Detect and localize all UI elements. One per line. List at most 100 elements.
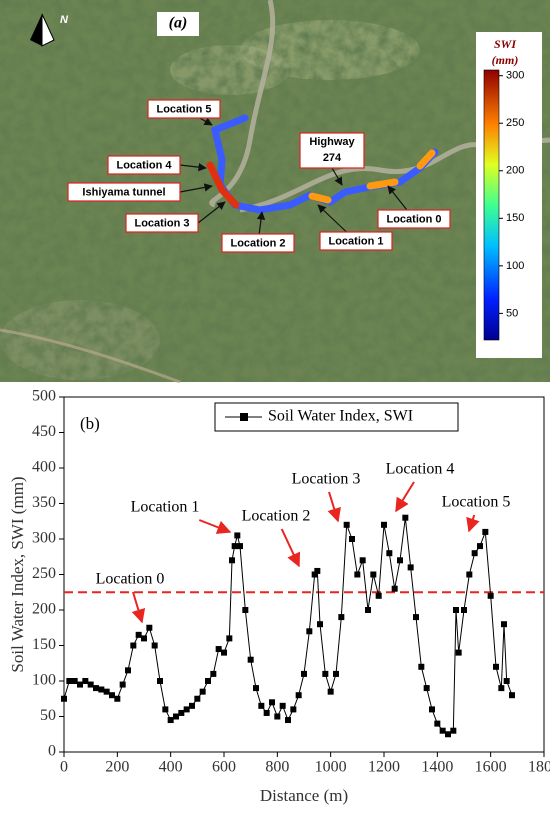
- colorbar: [483, 69, 500, 341]
- point: [477, 543, 483, 550]
- location-label: Location 2: [230, 237, 285, 249]
- point: [114, 695, 121, 702]
- point: [498, 685, 505, 692]
- chart-panel: 0 50 100 150 200 250 300 350 400 450 500 0 200 400 600…: [8, 388, 550, 805]
- point: [98, 686, 105, 693]
- annotation: Location 3: [292, 471, 361, 488]
- label-arrow: [331, 167, 343, 186]
- point: [221, 649, 227, 656]
- point: [391, 585, 398, 592]
- x-tick-label: 600: [212, 759, 236, 776]
- location-label: Location 1: [328, 235, 383, 247]
- point: [61, 695, 67, 702]
- legend-label: Soil Water Index, SWI: [268, 408, 413, 425]
- point: [146, 624, 153, 631]
- point: [141, 635, 147, 642]
- highway-label: 274: [323, 152, 342, 164]
- point: [210, 670, 217, 677]
- point: [397, 557, 403, 564]
- point: [306, 628, 313, 635]
- point: [87, 681, 94, 688]
- point: [295, 692, 302, 699]
- point: [183, 706, 190, 713]
- point: [314, 567, 321, 574]
- point: [407, 564, 414, 571]
- panel-label: (a): [169, 15, 188, 32]
- point: [402, 514, 409, 521]
- point: [199, 688, 206, 695]
- annotation: Location 0: [96, 571, 165, 588]
- x-tick-label: 0: [60, 759, 68, 776]
- label-box: [377, 209, 451, 229]
- point: [501, 621, 507, 628]
- point: [71, 678, 78, 684]
- point: [365, 607, 371, 613]
- location-label: Location 0: [386, 213, 441, 225]
- annotation-arrow: [466, 514, 480, 533]
- annotation: Location 4: [386, 461, 455, 478]
- point: [453, 607, 459, 613]
- point: [343, 521, 350, 528]
- point: [279, 702, 286, 709]
- point: [386, 550, 393, 557]
- point: [434, 720, 441, 727]
- label-arrow: [179, 183, 213, 193]
- point: [311, 571, 318, 578]
- label-arrow: [197, 201, 226, 224]
- y-tick-label: 200: [32, 601, 56, 618]
- x-axis-label: Distance (m): [260, 786, 348, 805]
- point: [205, 678, 211, 684]
- label-box: [319, 231, 393, 251]
- point: [375, 592, 382, 599]
- point: [93, 685, 99, 692]
- label-box: [67, 182, 181, 202]
- point: [242, 607, 249, 613]
- colorbar-title: SWI: [494, 37, 517, 51]
- point: [445, 731, 451, 738]
- point: [429, 706, 435, 713]
- x-tick-label: 1800: [528, 759, 550, 776]
- x-tick-label: 1200: [368, 759, 400, 776]
- point: [359, 557, 366, 564]
- y-tick-label: 100: [32, 672, 56, 689]
- road: [209, 0, 550, 213]
- highway-label: Highway: [309, 136, 355, 148]
- point: [274, 713, 281, 720]
- north-arrow: [41, 13, 55, 47]
- point: [109, 692, 115, 699]
- road: [0, 328, 181, 384]
- colorbar-tick-label: 250: [506, 117, 524, 129]
- x-tick-label: 1400: [421, 759, 453, 776]
- annotation-arrow: [280, 528, 301, 568]
- point: [354, 571, 361, 578]
- colorbar-tick-label: 200: [506, 165, 524, 177]
- legend-marker: [240, 413, 248, 421]
- y-tick-label: 150: [32, 636, 56, 653]
- point: [173, 713, 179, 720]
- point: [423, 685, 430, 692]
- y-tick-label: 50: [40, 707, 56, 724]
- point: [215, 646, 222, 653]
- point: [439, 727, 446, 734]
- point: [349, 536, 355, 542]
- point: [418, 663, 425, 670]
- point: [461, 607, 467, 613]
- x-tick-label: 800: [265, 759, 289, 776]
- point: [285, 717, 291, 724]
- point: [231, 543, 238, 550]
- point: [253, 685, 259, 692]
- point: [381, 521, 387, 528]
- point: [103, 688, 110, 695]
- y-tick-label: 350: [32, 494, 56, 511]
- point: [247, 656, 254, 663]
- colorbar-tick-label: 300: [506, 70, 524, 82]
- point: [135, 631, 142, 638]
- map-panel: N (a) SWI (mm) 50 100 150 200 250 300 Location…: [0, 0, 550, 384]
- panel-label: (b): [80, 414, 100, 433]
- location-label: Location 3: [134, 217, 189, 229]
- y-axis-label: Soil Water Index, SWI (mm): [8, 476, 27, 672]
- panel-label-box: [157, 12, 199, 36]
- y-tick-label: 300: [32, 530, 56, 547]
- point: [290, 706, 297, 713]
